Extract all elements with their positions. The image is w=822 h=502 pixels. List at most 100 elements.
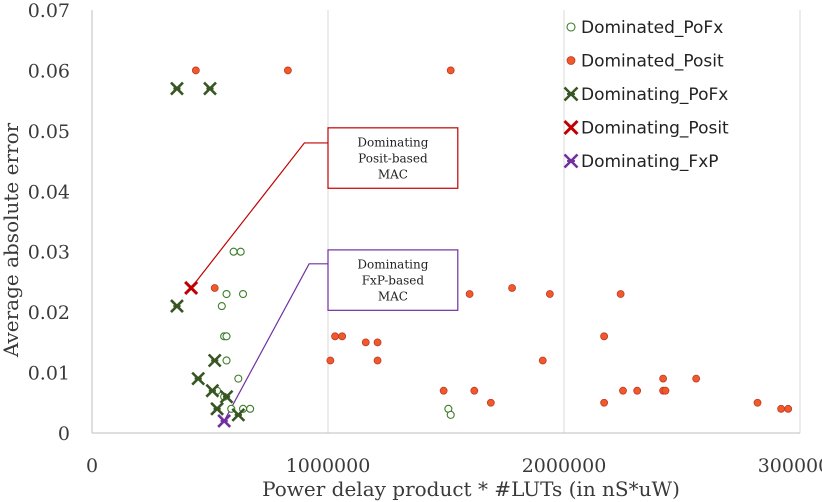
callout-leader-0 bbox=[190, 142, 328, 289]
y-tick-label: 0.03 bbox=[28, 242, 70, 264]
marker-shape bbox=[361, 338, 370, 347]
data-point-Dominated_Posit-10 bbox=[465, 290, 474, 298]
callout-text-line: Posit-based bbox=[358, 152, 428, 166]
y-tick-label: 0.04 bbox=[28, 181, 70, 203]
data-point-Dominating_PoFx-2 bbox=[170, 299, 184, 314]
callout-box-0 bbox=[327, 127, 459, 189]
data-point-Dominated_Posit-28 bbox=[784, 404, 793, 413]
marker-shape bbox=[486, 398, 495, 407]
data-point-Dominating_PoFx-1 bbox=[203, 81, 217, 96]
data-point-Dominated_Posit-6 bbox=[338, 332, 347, 341]
marker-shape bbox=[784, 404, 793, 413]
legend-marker bbox=[563, 153, 579, 169]
legend-label: Dominated_PoFx bbox=[581, 18, 723, 38]
data-point-Dominating_PoFx-0 bbox=[170, 81, 184, 96]
data-point-Dominated_PoFx-13 bbox=[246, 404, 255, 413]
data-point-Dominated_Posit-26 bbox=[753, 398, 762, 407]
data-point-Dominated_Posit-9 bbox=[373, 356, 382, 365]
data-point-Dominated_PoFx-3 bbox=[238, 289, 248, 299]
marker-shape bbox=[600, 332, 609, 341]
data-point-Dominated_Posit-20 bbox=[619, 386, 627, 395]
y-tick-label: 0.06 bbox=[28, 60, 70, 82]
marker-shape bbox=[373, 356, 382, 365]
callout-box-1 bbox=[327, 249, 459, 311]
marker-shape bbox=[222, 332, 231, 341]
y-tick-label: 0.02 bbox=[28, 302, 70, 324]
legend-label: Dominating_PoFx bbox=[581, 85, 728, 105]
marker-shape bbox=[246, 404, 255, 413]
callout-text-line: Dominating bbox=[357, 136, 428, 150]
data-points bbox=[170, 66, 793, 428]
x-tick-label: 0 bbox=[86, 455, 98, 477]
data-point-Dominated_PoFx-7 bbox=[222, 356, 231, 365]
marker-stroke bbox=[563, 119, 579, 136]
y-axis-label: Average absolute error bbox=[0, 122, 23, 358]
marker-shape bbox=[619, 386, 627, 395]
marker-shape bbox=[373, 338, 382, 347]
marker-shape bbox=[210, 284, 219, 292]
marker-shape bbox=[545, 290, 554, 298]
data-point-Dominated_PoFx-2 bbox=[222, 289, 231, 299]
data-point-Dominated_Posit-19 bbox=[600, 398, 609, 407]
marker-shape bbox=[616, 290, 625, 298]
data-point-Dominating_PoFx-4 bbox=[191, 371, 206, 386]
data-point-Dominated_PoFx-1 bbox=[236, 247, 245, 256]
marker-shape bbox=[331, 332, 339, 341]
data-point-Dominating_PoFx-6 bbox=[219, 389, 234, 404]
x-tick-label: 1000000 bbox=[286, 455, 371, 477]
grid bbox=[327, 10, 801, 433]
data-point-Dominated_Posit-8 bbox=[373, 338, 382, 347]
data-point-Dominating_PoFx-8 bbox=[231, 407, 246, 422]
axes: 0 0.01 0.02 0.03 0.04 0.05 0.06 0.07 0 1000000 200… bbox=[28, 0, 822, 477]
data-point-Dominated_Posit-21 bbox=[633, 386, 642, 395]
marker-shape bbox=[659, 374, 668, 383]
legend-marker bbox=[566, 22, 576, 32]
legend: Dominated_PoFx Dominated_Posit Dominating_… bbox=[563, 18, 729, 172]
data-point-Dominating_Posit-0 bbox=[184, 280, 199, 296]
marker-shape bbox=[439, 386, 448, 395]
data-point-Dominated_Posit-24 bbox=[661, 386, 670, 395]
marker-shape bbox=[217, 302, 226, 311]
data-point-Dominated_PoFx-0 bbox=[229, 247, 238, 256]
legend-label: Dominated_Posit bbox=[581, 52, 724, 72]
marker-shape bbox=[236, 247, 245, 256]
marker-shape bbox=[508, 284, 516, 292]
x-tick-label: 2000000 bbox=[522, 455, 607, 477]
legend-label: Dominating_FxP bbox=[581, 152, 719, 172]
data-point-Dominating_FxP-0 bbox=[217, 413, 232, 428]
marker-shape bbox=[538, 356, 547, 365]
marker-shape bbox=[283, 66, 292, 75]
legend-marker bbox=[563, 119, 579, 136]
data-point-Dominated_PoFx-5 bbox=[222, 332, 231, 341]
marker-shape bbox=[234, 374, 243, 383]
data-point-Dominated_Posit-0 bbox=[191, 66, 200, 75]
y-tick-label: 0 bbox=[58, 423, 70, 445]
data-point-Dominated_PoFx-6 bbox=[217, 302, 226, 311]
data-point-Dominated_PoFx-8 bbox=[234, 374, 243, 383]
callout-text-line: FxP-based bbox=[362, 274, 425, 288]
marker-shape bbox=[600, 398, 609, 407]
marker-shape bbox=[566, 22, 576, 32]
marker-shape bbox=[446, 410, 455, 419]
data-point-Dominated_Posit-17 bbox=[470, 386, 479, 395]
data-point-Dominated_Posit-14 bbox=[538, 356, 547, 365]
data-point-Dominated_Posit-16 bbox=[439, 386, 448, 395]
legend-marker bbox=[566, 56, 576, 65]
callout-text-line: MAC bbox=[378, 290, 408, 304]
marker-shape bbox=[692, 374, 701, 383]
marker-shape bbox=[338, 332, 347, 341]
marker-shape bbox=[633, 386, 642, 395]
marker-shape bbox=[326, 356, 335, 365]
marker-shape bbox=[229, 247, 238, 256]
marker-shape bbox=[566, 56, 576, 65]
data-point-Dominating_PoFx-7 bbox=[210, 401, 224, 416]
callout-leader-1 bbox=[223, 263, 328, 422]
y-tick-label: 0.05 bbox=[28, 121, 70, 143]
callout-text-line: MAC bbox=[378, 168, 408, 182]
legend-label: Dominating_Posit bbox=[581, 119, 729, 139]
marker-shape bbox=[238, 289, 248, 299]
data-point-Dominated_Posit-13 bbox=[616, 290, 625, 298]
data-point-Dominated_Posit-2 bbox=[446, 66, 455, 75]
data-point-Dominated_Posit-12 bbox=[545, 290, 554, 298]
